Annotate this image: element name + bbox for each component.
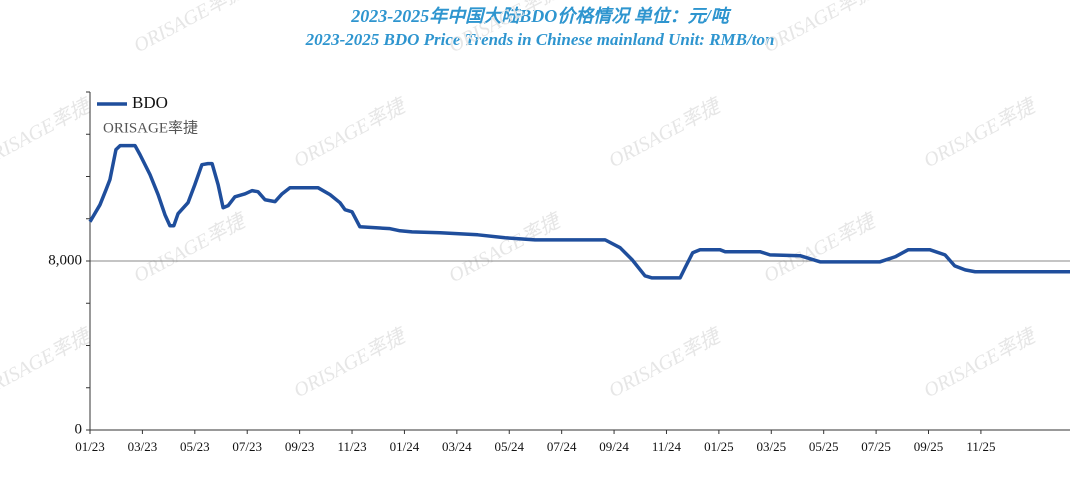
watermark: ORISAGE率捷 — [130, 209, 251, 287]
x-tick-label: 03/24 — [442, 439, 472, 454]
watermark: ORISAGE率捷 — [445, 209, 566, 287]
x-tick-label: 11/23 — [337, 439, 366, 454]
x-tick-label: 05/23 — [180, 439, 210, 454]
logo: ORISAGE率捷 — [103, 119, 198, 136]
watermark: ORISAGE率捷 — [0, 94, 96, 172]
x-tick-label: 11/24 — [652, 439, 682, 454]
watermark: ORISAGE率捷 — [760, 209, 881, 287]
watermark: ORISAGE率捷 — [605, 94, 726, 172]
x-tick-label: 09/25 — [914, 439, 944, 454]
watermark: ORISAGE率捷 — [130, 0, 251, 57]
x-tick-label: 03/25 — [756, 439, 786, 454]
x-tick-label: 07/25 — [861, 439, 891, 454]
x-tick-label: 05/24 — [494, 439, 524, 454]
y-tick-label: 0 — [75, 421, 83, 437]
x-tick-label: 03/23 — [128, 439, 158, 454]
x-tick-label: 11/25 — [966, 439, 995, 454]
watermark: ORISAGE率捷 — [290, 324, 411, 402]
x-tick-label: 01/23 — [75, 439, 105, 454]
watermark: ORISAGE率捷 — [605, 324, 726, 402]
x-tick-label: 01/25 — [704, 439, 734, 454]
watermark: ORISAGE率捷 — [1075, 0, 1080, 57]
y-tick-label: 8,000 — [48, 252, 82, 268]
watermark: ORISAGE率捷 — [920, 94, 1041, 172]
watermark: ORISAGE率捷 — [920, 324, 1041, 402]
watermark: ORISAGE率捷 — [1075, 209, 1080, 287]
line-series — [88, 143, 1070, 280]
x-tick-label: 09/24 — [599, 439, 629, 454]
watermark: ORISAGE率捷 — [0, 324, 96, 402]
x-tick-label: 07/24 — [547, 439, 577, 454]
x-tick-label: 07/23 — [232, 439, 262, 454]
x-tick-label: 09/23 — [285, 439, 315, 454]
watermark: ORISAGE率捷 — [760, 0, 881, 57]
chart-subtitle: 2023-2025 BDO Price Trends in Chinese ma… — [305, 30, 775, 49]
x-tick-label: 01/24 — [390, 439, 420, 454]
legend-label: BDO — [132, 93, 168, 112]
watermark: ORISAGE率捷 — [290, 94, 411, 172]
chart-title: 2023-2025年中国大陆BDO价格情况 单位：元/吨 — [350, 6, 731, 26]
x-tick-label: 05/25 — [809, 439, 839, 454]
